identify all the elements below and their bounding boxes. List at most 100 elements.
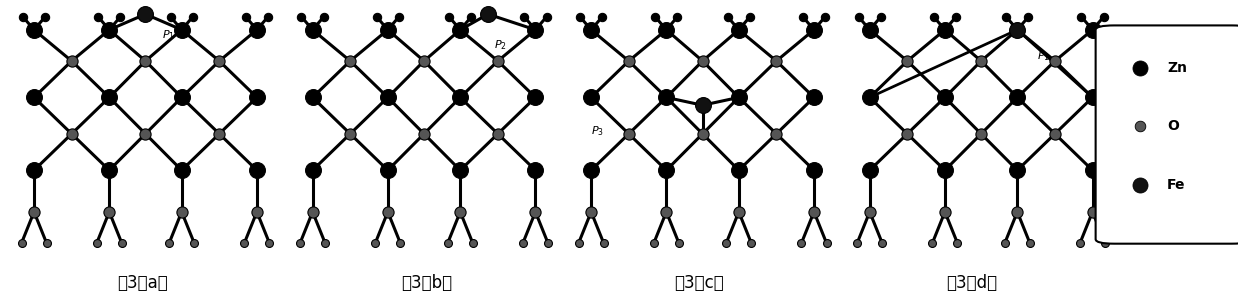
Point bbox=[849, 14, 869, 19]
FancyBboxPatch shape bbox=[1096, 25, 1238, 244]
Point bbox=[99, 168, 119, 173]
Point bbox=[718, 14, 738, 19]
Point bbox=[860, 28, 880, 32]
Point bbox=[935, 168, 954, 173]
Point bbox=[488, 132, 508, 136]
Point bbox=[805, 95, 825, 100]
Point bbox=[1070, 241, 1089, 245]
Point bbox=[303, 168, 323, 173]
Point bbox=[816, 14, 836, 19]
Point bbox=[136, 59, 156, 63]
Point bbox=[997, 14, 1016, 19]
Point bbox=[183, 14, 203, 19]
Point bbox=[87, 241, 106, 245]
Point bbox=[729, 168, 749, 173]
Point bbox=[451, 168, 470, 173]
Point bbox=[303, 95, 323, 100]
Point bbox=[451, 28, 470, 32]
Point bbox=[88, 14, 108, 19]
Text: $P_2$: $P_2$ bbox=[494, 39, 506, 52]
Point bbox=[415, 59, 435, 63]
Point bbox=[946, 14, 966, 19]
Point bbox=[729, 95, 749, 100]
Point bbox=[136, 132, 156, 136]
Point bbox=[488, 59, 508, 63]
Point bbox=[290, 241, 310, 245]
Point bbox=[292, 14, 312, 19]
Point bbox=[794, 14, 813, 19]
Point bbox=[451, 210, 470, 214]
Point bbox=[248, 210, 267, 214]
Point bbox=[314, 14, 334, 19]
Point bbox=[1008, 95, 1028, 100]
Point bbox=[935, 210, 954, 214]
Text: 图3（a）: 图3（a） bbox=[118, 274, 167, 292]
Point bbox=[439, 14, 459, 19]
Point bbox=[160, 241, 180, 245]
Point bbox=[378, 28, 397, 32]
Point bbox=[234, 241, 254, 245]
Point bbox=[340, 132, 360, 136]
Point bbox=[365, 241, 385, 245]
Point bbox=[36, 14, 56, 19]
Point bbox=[805, 28, 825, 32]
Point bbox=[248, 28, 267, 32]
Point bbox=[669, 241, 688, 245]
Point bbox=[248, 95, 267, 100]
Point bbox=[303, 28, 323, 32]
Point bbox=[316, 241, 335, 245]
Point bbox=[172, 210, 192, 214]
Point bbox=[537, 14, 557, 19]
Point bbox=[873, 241, 893, 245]
Point bbox=[378, 95, 397, 100]
Point bbox=[693, 103, 713, 108]
Point bbox=[898, 59, 917, 63]
Text: $P_3$: $P_3$ bbox=[592, 124, 604, 138]
Point bbox=[37, 241, 57, 245]
Point bbox=[582, 28, 602, 32]
Point bbox=[571, 14, 591, 19]
Point bbox=[209, 59, 229, 63]
Point bbox=[656, 28, 676, 32]
Point bbox=[99, 210, 119, 214]
Point bbox=[740, 14, 760, 19]
Point bbox=[766, 59, 786, 63]
Point bbox=[513, 241, 532, 245]
Point bbox=[260, 241, 280, 245]
Point bbox=[729, 210, 749, 214]
Point bbox=[995, 241, 1015, 245]
Point bbox=[847, 241, 867, 245]
Point bbox=[656, 210, 676, 214]
Point bbox=[568, 241, 588, 245]
Point bbox=[922, 241, 942, 245]
Point bbox=[25, 210, 45, 214]
Point bbox=[539, 241, 558, 245]
Point bbox=[1019, 14, 1039, 19]
Point bbox=[619, 59, 639, 63]
Point bbox=[593, 14, 613, 19]
Point bbox=[478, 12, 498, 16]
Point bbox=[582, 95, 602, 100]
Point bbox=[947, 241, 967, 245]
Point bbox=[766, 132, 786, 136]
Point bbox=[111, 241, 131, 245]
Point bbox=[415, 132, 435, 136]
Point bbox=[1008, 28, 1028, 32]
Point bbox=[717, 241, 737, 245]
Point bbox=[25, 28, 45, 32]
Point bbox=[1083, 210, 1103, 214]
Point bbox=[515, 14, 535, 19]
Point bbox=[172, 168, 192, 173]
Text: Fe: Fe bbox=[1167, 178, 1186, 192]
Point bbox=[935, 95, 954, 100]
Point bbox=[136, 12, 156, 16]
Point bbox=[236, 14, 256, 19]
Text: 图3（c）: 图3（c） bbox=[675, 274, 724, 292]
Point bbox=[172, 28, 192, 32]
Point bbox=[161, 14, 181, 19]
Point bbox=[742, 241, 761, 245]
Point bbox=[693, 59, 713, 63]
Point bbox=[1008, 210, 1028, 214]
Point bbox=[1130, 124, 1150, 129]
Point bbox=[99, 28, 119, 32]
